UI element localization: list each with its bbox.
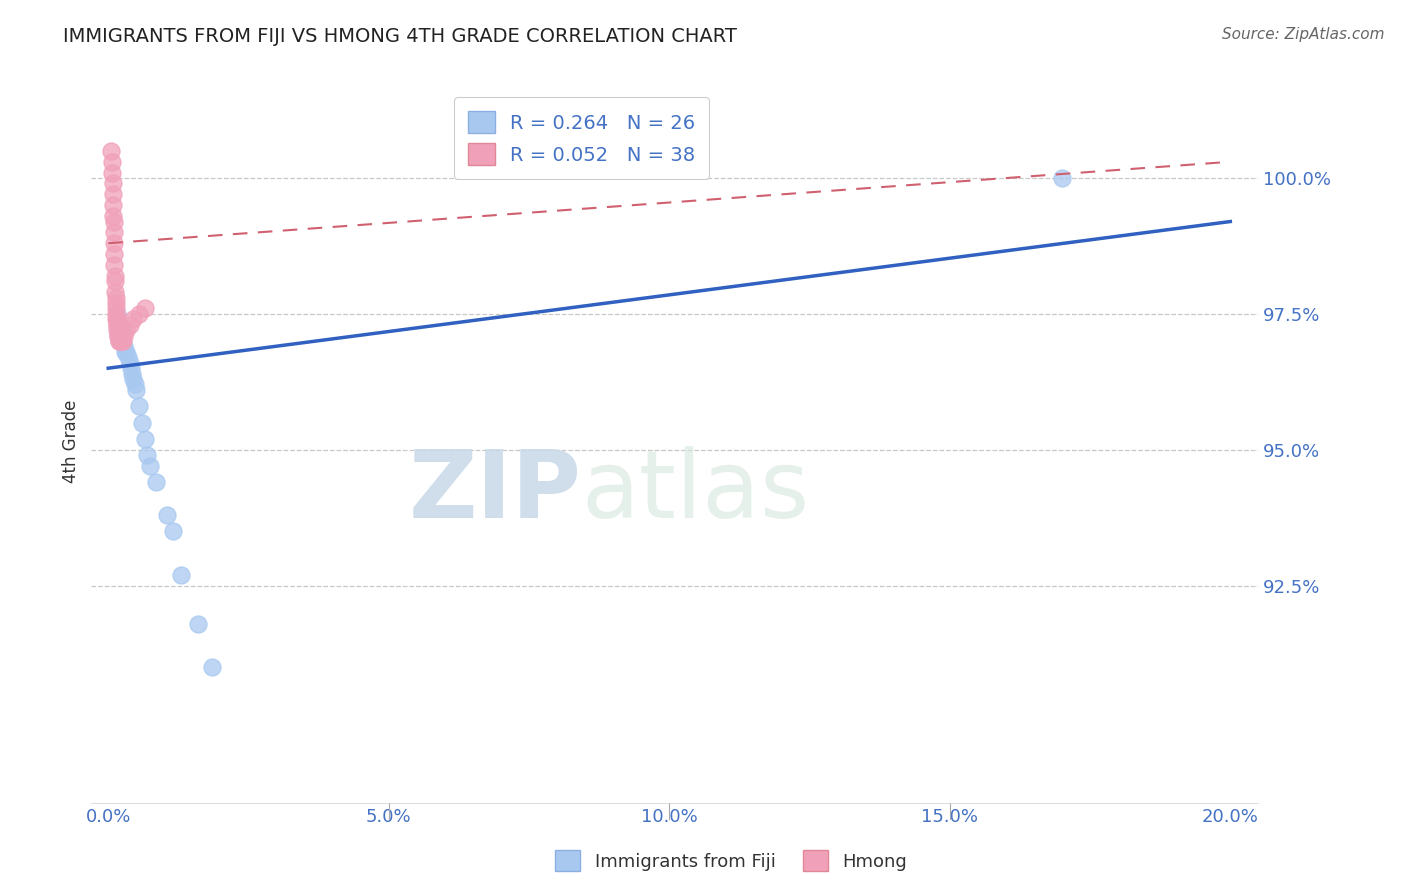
Point	[104, 268, 127, 283]
Point	[108, 334, 131, 348]
Point	[134, 301, 156, 316]
Text: atlas: atlas	[582, 446, 810, 538]
Point	[104, 296, 127, 310]
Point	[145, 475, 167, 490]
Point	[139, 458, 162, 473]
Point	[1050, 171, 1073, 186]
Text: ZIP: ZIP	[409, 446, 582, 538]
Point	[105, 323, 128, 337]
Point	[104, 274, 127, 288]
Point	[120, 361, 142, 376]
Point	[105, 318, 128, 332]
Point	[156, 508, 179, 522]
Legend: R = 0.264   N = 26, R = 0.052   N = 38: R = 0.264 N = 26, R = 0.052 N = 38	[454, 97, 709, 179]
Point	[111, 334, 134, 348]
Point	[128, 307, 150, 321]
Point	[107, 328, 129, 343]
Text: IMMIGRANTS FROM FIJI VS HMONG 4TH GRADE CORRELATION CHART: IMMIGRANTS FROM FIJI VS HMONG 4TH GRADE …	[63, 27, 737, 45]
Point	[104, 285, 127, 300]
Point	[100, 154, 122, 169]
Point	[108, 318, 131, 332]
Point	[101, 177, 124, 191]
Point	[105, 312, 128, 326]
Point	[110, 334, 132, 348]
Point	[125, 383, 148, 397]
Point	[108, 334, 131, 348]
Point	[100, 144, 122, 158]
Point	[103, 247, 125, 261]
Point	[122, 372, 145, 386]
Point	[107, 323, 129, 337]
Point	[105, 307, 128, 321]
Point	[112, 339, 135, 353]
Point	[114, 345, 136, 359]
Point	[136, 448, 159, 462]
Point	[201, 660, 224, 674]
Point	[104, 291, 127, 305]
Point	[105, 318, 128, 332]
Point	[131, 416, 153, 430]
Legend: Immigrants from Fiji, Hmong: Immigrants from Fiji, Hmong	[548, 843, 914, 879]
Point	[103, 236, 125, 251]
Point	[162, 524, 184, 538]
Point	[104, 301, 127, 316]
Point	[117, 351, 139, 365]
Point	[187, 616, 209, 631]
Text: Source: ZipAtlas.com: Source: ZipAtlas.com	[1222, 27, 1385, 42]
Point	[103, 198, 125, 212]
Point	[103, 209, 125, 223]
Point	[111, 334, 134, 348]
Point	[112, 328, 135, 343]
Point	[103, 226, 125, 240]
Point	[110, 323, 132, 337]
Point	[128, 399, 150, 413]
Point	[118, 356, 141, 370]
Point	[103, 214, 125, 228]
Point	[105, 312, 128, 326]
Point	[122, 312, 145, 326]
Point	[105, 307, 128, 321]
Point	[101, 166, 124, 180]
Point	[118, 318, 141, 332]
Y-axis label: 4th Grade: 4th Grade	[62, 400, 80, 483]
Point	[107, 328, 129, 343]
Point	[111, 334, 134, 348]
Point	[115, 345, 138, 359]
Point	[103, 258, 125, 272]
Point	[134, 432, 156, 446]
Point	[124, 377, 146, 392]
Point	[170, 567, 193, 582]
Point	[101, 187, 124, 202]
Point	[115, 323, 138, 337]
Point	[121, 367, 143, 381]
